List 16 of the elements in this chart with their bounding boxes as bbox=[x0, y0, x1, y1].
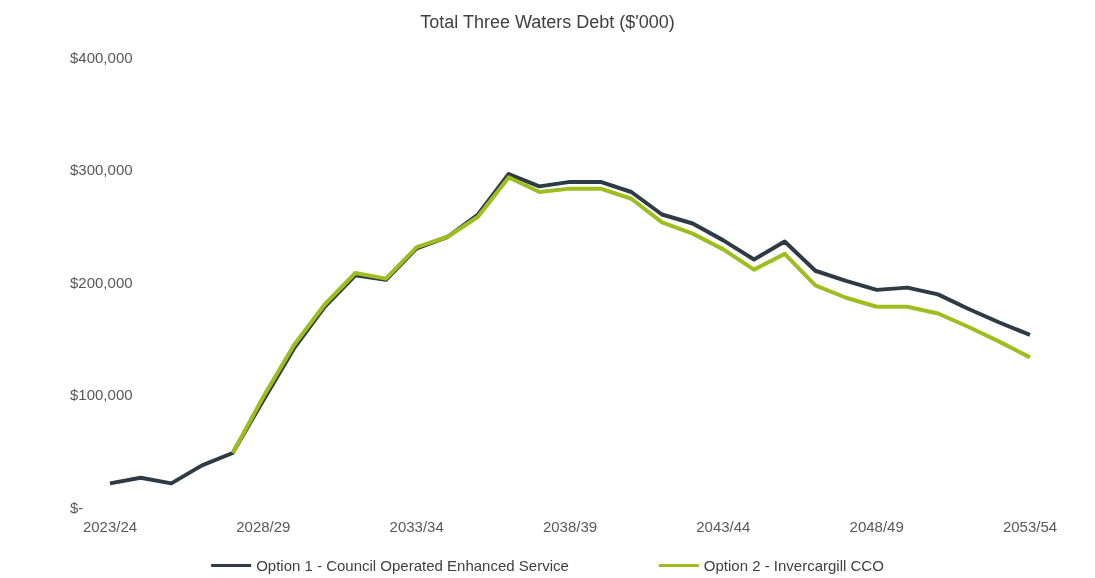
x-tick-label: 2023/24 bbox=[82, 518, 138, 535]
x-tick-label: 2043/44 bbox=[696, 518, 751, 535]
x-tick-label: 2048/49 bbox=[849, 518, 904, 535]
legend-label: Option 2 - Invercargill CCO bbox=[703, 557, 884, 574]
y-tick-label: $- bbox=[70, 498, 84, 516]
x-tick-label: 2038/39 bbox=[542, 518, 598, 535]
x-tick-label: 2033/34 bbox=[389, 518, 444, 535]
x-tick-label: 2053/54 bbox=[1002, 518, 1058, 535]
y-tick-label: $300,000 bbox=[70, 161, 133, 178]
chart-title: Total Three Waters Debt ($'000) bbox=[420, 12, 675, 32]
y-tick-label: $100,000 bbox=[70, 386, 133, 403]
x-tick-label: 2028/29 bbox=[236, 518, 291, 535]
line-series bbox=[230, 175, 1032, 455]
legend-label: Option 1 - Council Operated Enhanced Service bbox=[256, 557, 569, 574]
y-tick-label: $200,000 bbox=[70, 273, 133, 291]
y-tick-label: $400,000 bbox=[70, 48, 133, 66]
